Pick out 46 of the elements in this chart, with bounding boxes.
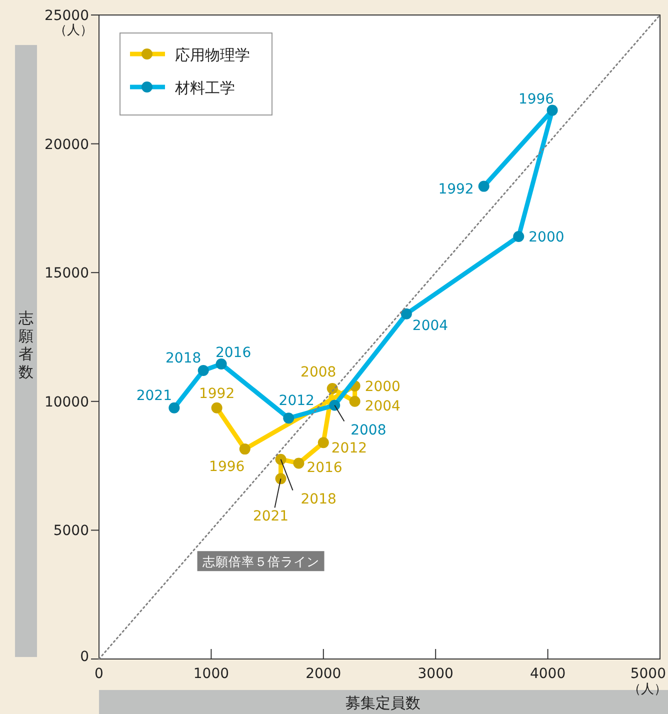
point: [198, 364, 209, 376]
annotation: 1992: [438, 181, 474, 198]
y-tick-label: 5000: [53, 523, 89, 540]
annotation: 2016: [306, 460, 342, 476]
x-axis-title: 募集定員数: [346, 694, 420, 712]
y-tick-label: 10000: [44, 394, 89, 410]
annotation: 1992: [198, 386, 235, 402]
annotation: 2000: [528, 230, 564, 246]
legend-label: 応用物理学: [175, 46, 250, 64]
x-tick-label: 1000: [193, 666, 230, 682]
y-tick-label: 20000: [44, 136, 89, 153]
x-tick-label: 4000: [530, 666, 566, 682]
x-tick-label: 3000: [418, 666, 454, 682]
annotation: 1996: [518, 91, 554, 108]
annotation: 2021: [252, 508, 289, 525]
annotation: 2012: [278, 393, 314, 410]
y-tick-label: 15000: [44, 266, 89, 282]
y-axis-title: 志願者数: [15, 45, 37, 657]
x-tick-label: 0: [94, 666, 104, 682]
annotation: 2018: [300, 491, 336, 508]
annotation: 2004: [412, 318, 448, 334]
annotation: 2004: [364, 398, 401, 414]
point: [329, 400, 340, 411]
y-tick-label: 0: [80, 649, 89, 665]
annotation: 2016: [215, 345, 252, 362]
annotation: 2008: [300, 364, 336, 381]
annotation: 2021: [136, 388, 172, 404]
point: [283, 412, 294, 424]
point: [400, 308, 412, 320]
point: [546, 104, 558, 116]
annotation: 2000: [364, 378, 400, 395]
point: [168, 402, 180, 414]
legend-label: 材料工学: [174, 79, 235, 97]
text: （人）: [54, 23, 93, 38]
point: [216, 358, 227, 370]
y-tick-label: 25000: [44, 8, 89, 24]
point: [513, 231, 524, 242]
x-tick-label: 2000: [306, 666, 342, 682]
annotation: 2008: [350, 422, 386, 438]
x-tick-label: 5000: [630, 666, 666, 682]
annotation: 志願倍率５倍ライン: [202, 554, 320, 570]
annotation: 2012: [331, 440, 368, 457]
y-axis-title: 志願者数: [18, 309, 34, 381]
annotation: 1996: [209, 459, 245, 476]
point: [478, 180, 490, 192]
annotation: 2018: [166, 350, 202, 366]
